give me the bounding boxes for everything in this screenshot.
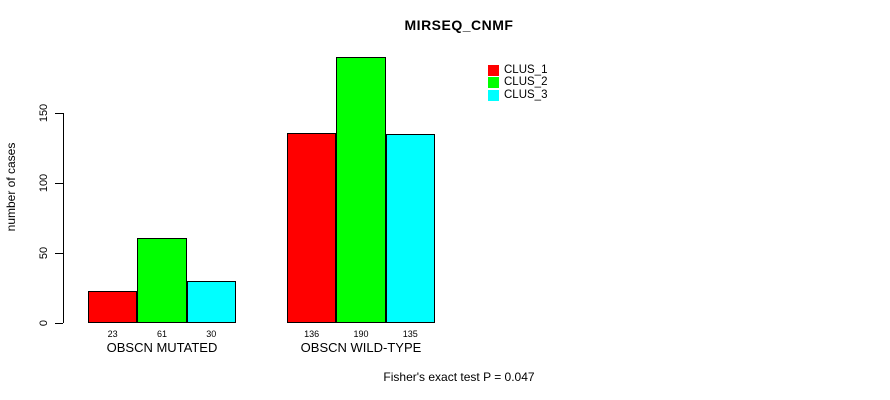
y-axis-line [63,113,64,323]
bar-CLUS_3-obscn-mutated [186,281,236,323]
bar-value-label: 190 [353,329,369,339]
bar-value-label: 135 [402,329,418,339]
y-axis-tick-label: 0 [38,319,50,327]
y-axis-tick-label: 50 [38,246,50,260]
category-label: OBSCN WILD-TYPE [300,340,422,355]
y-axis-tick-label: 150 [38,103,50,123]
y-axis-tick [55,322,63,324]
legend-label: CLUS_1 [504,63,548,76]
bar-value-label: 61 [156,329,167,339]
legend-label: CLUS_2 [504,76,548,89]
bar-CLUS_1-obscn-mutated [88,290,138,323]
legend-swatch-icon [488,77,499,89]
legend-item-CLUS_1: CLUS_1 [488,64,547,77]
y-axis-label: number of cases [4,142,18,232]
category-label: OBSCN MUTATED [106,340,218,355]
bar-value-label: 136 [304,329,320,339]
chart-title: MIRSEQ_CNMF [404,17,514,33]
legend-label: CLUS_3 [504,88,548,101]
annotation-fisher-test: Fisher's exact test P = 0.047 [383,370,535,384]
legend-item-CLUS_2: CLUS_2 [488,77,547,90]
y-axis-tick [55,252,63,254]
y-axis-tick [55,112,63,114]
legend: CLUS_1 CLUS_2 CLUS_3 [488,64,547,102]
bar-CLUS_1-obscn-wild-type [287,132,337,323]
legend-item-CLUS_3: CLUS_3 [488,89,547,102]
bar-CLUS_3-obscn-wild-type [385,134,435,323]
y-axis-tick-label: 100 [38,173,50,193]
y-axis-tick [55,182,63,184]
bar-value-label: 30 [206,329,217,339]
legend-swatch-icon [488,64,499,76]
bar-CLUS_2-obscn-wild-type [336,57,386,323]
legend-swatch-icon [488,89,499,101]
bar-CLUS_2-obscn-mutated [137,237,187,323]
bar-value-label: 23 [107,329,118,339]
